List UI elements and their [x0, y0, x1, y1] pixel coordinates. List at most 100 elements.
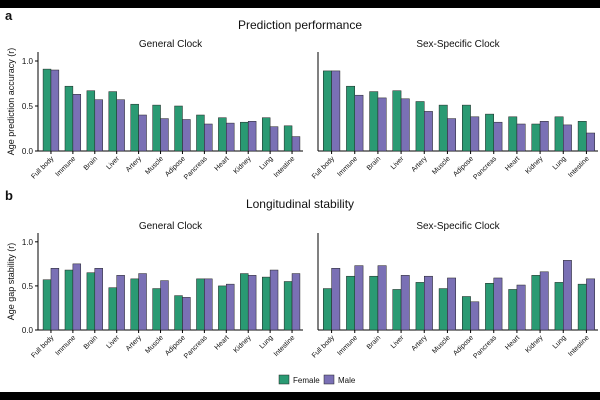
- bar-male-lung: [269, 269, 279, 331]
- section-title: Longitudinal stability: [246, 197, 354, 211]
- x-tick-label: Full body: [311, 334, 336, 359]
- chart-panel-1: Sex-Specific Clock Full body Immune Brain Li…: [311, 39, 598, 181]
- bar-male-intestine: [586, 278, 596, 331]
- bar-female-pancreas: [485, 283, 495, 331]
- bar-male-immune: [354, 94, 364, 152]
- legend-label-male: Male: [338, 376, 356, 385]
- bar-male-immune: [72, 94, 82, 152]
- x-tick-label: Heart: [504, 155, 521, 172]
- bar-male-adipose: [182, 119, 191, 152]
- chart-title: General Clock: [139, 39, 203, 50]
- bar-female-immune: [346, 85, 356, 152]
- bar-female-intestine: [283, 125, 293, 152]
- bar-male-adipose: [470, 301, 480, 331]
- bar-male-artery: [424, 111, 433, 152]
- bar-female-full-body: [322, 70, 332, 152]
- bar-female-muscle: [438, 104, 448, 152]
- bar-male-muscle: [447, 118, 457, 152]
- bar-female-muscle: [152, 288, 161, 331]
- bar-male-lung: [563, 260, 572, 331]
- x-tick-label: Heart: [214, 155, 231, 172]
- bar-female-muscle: [438, 288, 448, 331]
- bar-female-intestine: [577, 121, 587, 152]
- bar-male-kidney: [539, 271, 549, 331]
- x-tick-label: Kidney: [524, 155, 544, 175]
- bar-male-adipose: [470, 116, 480, 152]
- chart-panel-2: b Longitudinal stability General Clock 0.0 0…: [5, 188, 354, 360]
- x-tick-label: Liver: [105, 334, 121, 350]
- bar-male-liver: [116, 275, 125, 331]
- bar-male-artery: [424, 275, 433, 331]
- bar-male-immune: [354, 265, 364, 331]
- bar-female-liver: [392, 90, 402, 152]
- x-tick-label: Heart: [504, 334, 521, 351]
- x-tick-label: Intestine: [567, 155, 591, 179]
- bar-male-liver: [400, 275, 410, 331]
- x-tick-label: Pancreas: [183, 334, 209, 360]
- panel-label: b: [5, 188, 13, 203]
- x-tick-label: Adipose: [452, 155, 475, 178]
- bar-female-kidney: [531, 123, 541, 152]
- bar-male-muscle: [447, 277, 457, 331]
- bar-male-liver: [116, 99, 125, 152]
- bar-male-brain: [377, 97, 387, 152]
- y-axis-label: Age gap stability (r): [6, 243, 16, 321]
- x-tick-label: Artery: [411, 155, 430, 174]
- x-tick-label: Artery: [125, 155, 144, 174]
- bar-female-brain: [86, 272, 96, 331]
- bar-female-intestine: [577, 283, 587, 331]
- bar-female-liver: [392, 289, 402, 331]
- bar-female-heart: [508, 289, 518, 331]
- x-tick-label: Muscle: [431, 334, 452, 355]
- bar-male-muscle: [160, 118, 169, 152]
- section-title: Prediction performance: [238, 18, 362, 32]
- bar-female-adipose: [174, 105, 183, 152]
- bar-male-pancreas: [204, 123, 213, 152]
- bar-female-lung: [554, 282, 564, 331]
- legend: Female Male: [278, 374, 356, 385]
- bar-female-full-body: [322, 288, 332, 331]
- bar-male-intestine: [586, 132, 596, 152]
- chart-panel-0: a Prediction performance General Clock 0.0 0…: [5, 8, 362, 181]
- y-tick-label: 0.0: [22, 326, 34, 335]
- x-tick-label: Muscle: [144, 155, 165, 176]
- x-tick-label: Brain: [366, 155, 383, 172]
- legend-swatch-female: [278, 374, 290, 385]
- x-tick-label: Intestine: [273, 334, 297, 358]
- x-tick-label: Immune: [336, 155, 359, 178]
- x-tick-label: Immune: [54, 155, 77, 178]
- bar-male-pancreas: [493, 121, 503, 152]
- bar-male-muscle: [160, 280, 169, 331]
- bar-male-pancreas: [204, 278, 213, 331]
- chart-panel-3: Sex-Specific Clock Full body Immune Brain Li…: [311, 221, 598, 360]
- bar-female-artery: [130, 278, 139, 331]
- chart-title: Sex-Specific Clock: [416, 221, 500, 232]
- bar-male-kidney: [539, 121, 549, 152]
- y-tick-label: 1.0: [22, 57, 34, 66]
- x-tick-label: Full body: [30, 334, 55, 359]
- bar-male-kidney: [247, 121, 257, 152]
- x-tick-label: Artery: [125, 334, 144, 353]
- bar-male-brain: [94, 99, 103, 152]
- x-tick-label: Lung: [552, 155, 568, 171]
- x-tick-label: Liver: [390, 334, 406, 350]
- bar-male-full-body: [50, 268, 60, 331]
- x-tick-label: Lung: [552, 334, 568, 350]
- bar-male-heart: [226, 283, 235, 331]
- bar-male-artery: [138, 114, 147, 152]
- x-tick-label: Artery: [411, 334, 430, 353]
- legend-swatch-male: [323, 374, 335, 385]
- x-tick-label: Pancreas: [183, 155, 209, 181]
- bar-female-brain: [86, 90, 96, 152]
- bar-male-lung: [269, 126, 279, 152]
- bar-female-kidney: [531, 275, 541, 331]
- bar-male-liver: [400, 98, 410, 152]
- bar-female-adipose: [461, 296, 471, 331]
- x-tick-label: Pancreas: [472, 334, 498, 360]
- bar-female-pancreas: [485, 113, 495, 152]
- bottom-border-strip: [0, 392, 600, 400]
- x-tick-label: Kidney: [524, 334, 544, 354]
- y-tick-label: 0.5: [22, 102, 34, 111]
- x-tick-label: Heart: [214, 334, 231, 351]
- y-tick-label: 0.5: [22, 282, 34, 291]
